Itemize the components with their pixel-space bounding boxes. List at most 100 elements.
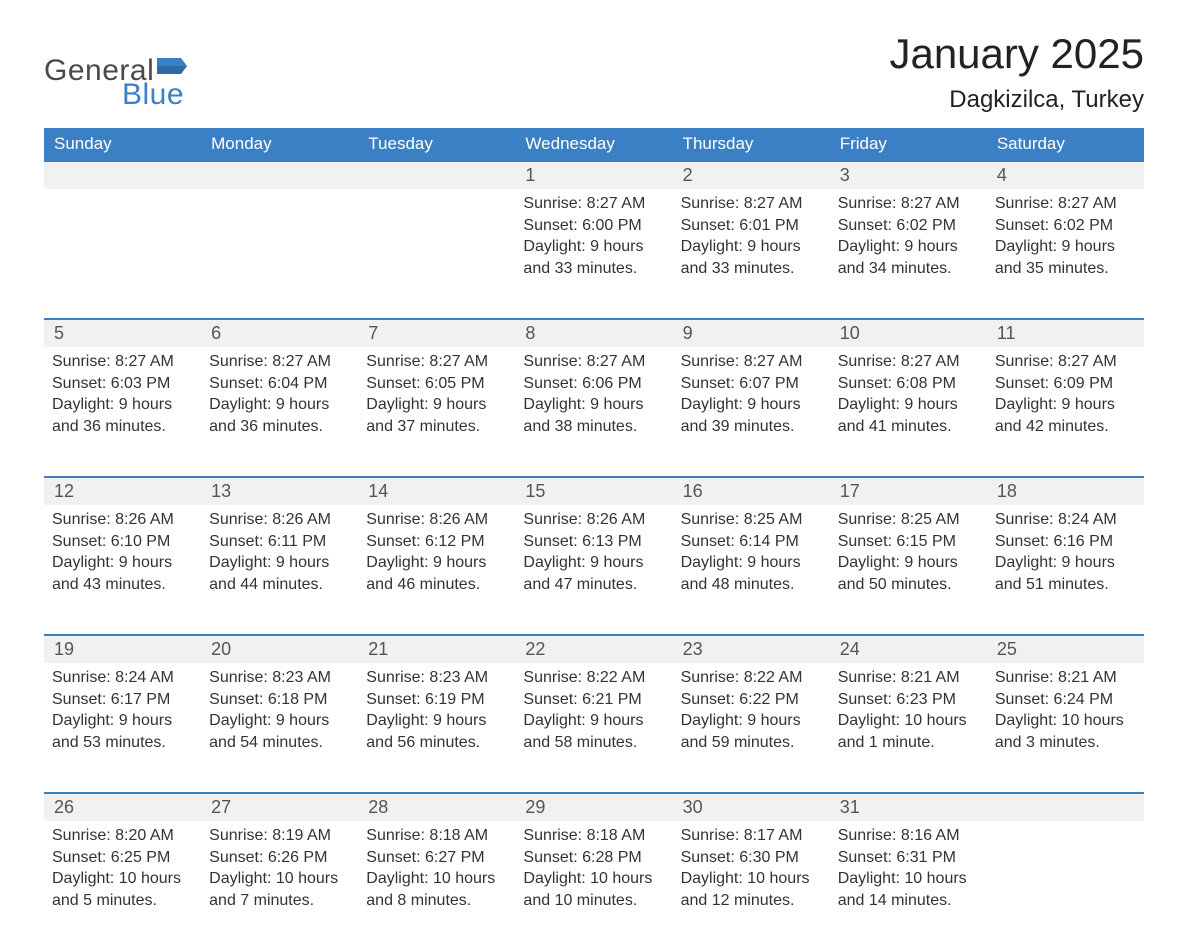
day-details: Sunrise: 8:26 AMSunset: 6:11 PMDaylight:… [209,505,350,595]
day-details: Sunrise: 8:21 AMSunset: 6:23 PMDaylight:… [838,663,979,753]
day-detail-cell: Sunrise: 8:27 AMSunset: 6:08 PMDaylight:… [830,347,987,477]
day-number-cell: 3 [830,161,987,189]
day-details: Sunrise: 8:20 AMSunset: 6:25 PMDaylight:… [52,821,193,911]
day-number-row: 1234 [44,161,1144,189]
month-title: January 2025 [889,30,1144,78]
day-details: Sunrise: 8:27 AMSunset: 6:06 PMDaylight:… [523,347,664,437]
location-label: Dagkizilca, Turkey [889,86,1144,114]
day-number-cell: 31 [830,793,987,821]
weekday-header: Wednesday [515,128,672,161]
day-detail-cell: Sunrise: 8:25 AMSunset: 6:14 PMDaylight:… [673,505,830,635]
day-detail-cell: Sunrise: 8:27 AMSunset: 6:03 PMDaylight:… [44,347,201,477]
day-detail-cell: Sunrise: 8:21 AMSunset: 6:24 PMDaylight:… [987,663,1144,793]
day-detail-cell: Sunrise: 8:27 AMSunset: 6:01 PMDaylight:… [673,189,830,319]
day-detail-cell: Sunrise: 8:27 AMSunset: 6:00 PMDaylight:… [515,189,672,319]
day-detail-cell [44,189,201,319]
day-detail-cell: Sunrise: 8:27 AMSunset: 6:07 PMDaylight:… [673,347,830,477]
day-details: Sunrise: 8:18 AMSunset: 6:27 PMDaylight:… [366,821,507,911]
day-detail-cell: Sunrise: 8:27 AMSunset: 6:06 PMDaylight:… [515,347,672,477]
day-detail-cell: Sunrise: 8:22 AMSunset: 6:22 PMDaylight:… [673,663,830,793]
day-details: Sunrise: 8:27 AMSunset: 6:07 PMDaylight:… [681,347,822,437]
day-detail-cell: Sunrise: 8:18 AMSunset: 6:28 PMDaylight:… [515,821,672,951]
day-detail-row: Sunrise: 8:27 AMSunset: 6:03 PMDaylight:… [44,347,1144,477]
day-detail-row: Sunrise: 8:24 AMSunset: 6:17 PMDaylight:… [44,663,1144,793]
day-number-cell: 6 [201,319,358,347]
day-details: Sunrise: 8:26 AMSunset: 6:13 PMDaylight:… [523,505,664,595]
day-details: Sunrise: 8:27 AMSunset: 6:08 PMDaylight:… [838,347,979,437]
weekday-header: Monday [201,128,358,161]
day-number-cell [44,161,201,189]
day-detail-cell: Sunrise: 8:25 AMSunset: 6:15 PMDaylight:… [830,505,987,635]
day-number-cell: 25 [987,635,1144,663]
day-number-cell: 26 [44,793,201,821]
day-details: Sunrise: 8:26 AMSunset: 6:10 PMDaylight:… [52,505,193,595]
day-detail-row: Sunrise: 8:26 AMSunset: 6:10 PMDaylight:… [44,505,1144,635]
calendar-header-row: SundayMondayTuesdayWednesdayThursdayFrid… [44,128,1144,161]
day-number-cell: 19 [44,635,201,663]
day-detail-row: Sunrise: 8:27 AMSunset: 6:00 PMDaylight:… [44,189,1144,319]
day-details: Sunrise: 8:27 AMSunset: 6:05 PMDaylight:… [366,347,507,437]
day-number-row: 567891011 [44,319,1144,347]
day-detail-cell [201,189,358,319]
day-details: Sunrise: 8:24 AMSunset: 6:17 PMDaylight:… [52,663,193,753]
day-number-cell: 9 [673,319,830,347]
day-detail-cell: Sunrise: 8:20 AMSunset: 6:25 PMDaylight:… [44,821,201,951]
day-number-cell: 15 [515,477,672,505]
page-header: General Blue January 2025 Dagkizilca, Tu… [44,30,1144,114]
weekday-header: Thursday [673,128,830,161]
day-number-row: 262728293031 [44,793,1144,821]
day-number-cell: 24 [830,635,987,663]
day-number-cell: 30 [673,793,830,821]
day-number-cell: 14 [358,477,515,505]
day-number-cell: 8 [515,319,672,347]
day-details: Sunrise: 8:25 AMSunset: 6:14 PMDaylight:… [681,505,822,595]
day-number-cell: 29 [515,793,672,821]
day-details: Sunrise: 8:27 AMSunset: 6:00 PMDaylight:… [523,189,664,279]
day-detail-cell [358,189,515,319]
day-number-cell: 28 [358,793,515,821]
day-number-cell: 17 [830,477,987,505]
day-detail-cell: Sunrise: 8:27 AMSunset: 6:02 PMDaylight:… [987,189,1144,319]
day-number-cell: 2 [673,161,830,189]
day-number-row: 19202122232425 [44,635,1144,663]
day-details: Sunrise: 8:21 AMSunset: 6:24 PMDaylight:… [995,663,1136,753]
day-detail-cell: Sunrise: 8:27 AMSunset: 6:05 PMDaylight:… [358,347,515,477]
day-number-cell: 5 [44,319,201,347]
day-number-cell: 20 [201,635,358,663]
day-number-cell: 23 [673,635,830,663]
day-details: Sunrise: 8:17 AMSunset: 6:30 PMDaylight:… [681,821,822,911]
day-number-cell [358,161,515,189]
day-detail-cell: Sunrise: 8:17 AMSunset: 6:30 PMDaylight:… [673,821,830,951]
day-details: Sunrise: 8:27 AMSunset: 6:01 PMDaylight:… [681,189,822,279]
day-detail-cell: Sunrise: 8:27 AMSunset: 6:02 PMDaylight:… [830,189,987,319]
day-number-cell: 27 [201,793,358,821]
day-details: Sunrise: 8:19 AMSunset: 6:26 PMDaylight:… [209,821,350,911]
day-number-cell: 10 [830,319,987,347]
day-details: Sunrise: 8:22 AMSunset: 6:22 PMDaylight:… [681,663,822,753]
day-detail-cell: Sunrise: 8:26 AMSunset: 6:12 PMDaylight:… [358,505,515,635]
day-details: Sunrise: 8:18 AMSunset: 6:28 PMDaylight:… [523,821,664,911]
day-details: Sunrise: 8:25 AMSunset: 6:15 PMDaylight:… [838,505,979,595]
day-details: Sunrise: 8:27 AMSunset: 6:04 PMDaylight:… [209,347,350,437]
day-detail-cell: Sunrise: 8:23 AMSunset: 6:18 PMDaylight:… [201,663,358,793]
day-detail-cell: Sunrise: 8:26 AMSunset: 6:11 PMDaylight:… [201,505,358,635]
flag-icon [157,56,191,81]
day-details: Sunrise: 8:23 AMSunset: 6:18 PMDaylight:… [209,663,350,753]
day-details: Sunrise: 8:26 AMSunset: 6:12 PMDaylight:… [366,505,507,595]
day-detail-cell: Sunrise: 8:27 AMSunset: 6:09 PMDaylight:… [987,347,1144,477]
day-number-cell: 12 [44,477,201,505]
weekday-header: Saturday [987,128,1144,161]
day-number-cell: 4 [987,161,1144,189]
day-details: Sunrise: 8:23 AMSunset: 6:19 PMDaylight:… [366,663,507,753]
day-number-cell: 1 [515,161,672,189]
day-number-cell [987,793,1144,821]
day-number-cell: 7 [358,319,515,347]
day-details: Sunrise: 8:27 AMSunset: 6:09 PMDaylight:… [995,347,1136,437]
day-detail-cell: Sunrise: 8:24 AMSunset: 6:17 PMDaylight:… [44,663,201,793]
calendar-table: SundayMondayTuesdayWednesdayThursdayFrid… [44,128,1144,951]
weekday-header: Sunday [44,128,201,161]
day-details: Sunrise: 8:27 AMSunset: 6:02 PMDaylight:… [838,189,979,279]
day-detail-cell: Sunrise: 8:16 AMSunset: 6:31 PMDaylight:… [830,821,987,951]
day-details: Sunrise: 8:16 AMSunset: 6:31 PMDaylight:… [838,821,979,911]
day-number-row: 12131415161718 [44,477,1144,505]
